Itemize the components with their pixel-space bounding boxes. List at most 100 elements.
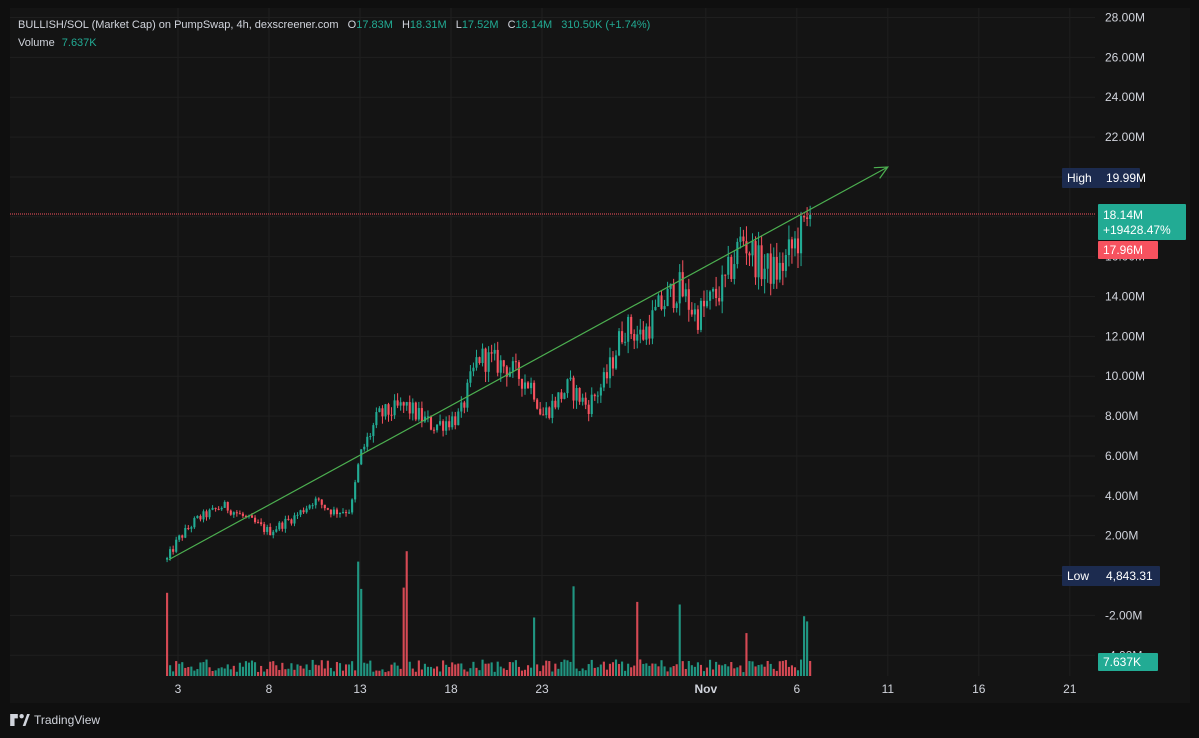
close-value: 18.14M — [515, 19, 553, 31]
candle-body — [587, 404, 590, 415]
candle-body — [451, 416, 454, 428]
low-badge: Low 4,843.31 — [1062, 566, 1160, 586]
volume-bar — [244, 661, 248, 676]
volume-bar — [354, 670, 357, 676]
tradingview-branding[interactable]: TradingView — [10, 710, 100, 730]
candle-body — [272, 531, 275, 536]
time-axis[interactable]: 3 8 13 18 23 Nov 6 11 16 21 — [175, 682, 1077, 696]
volume-bar — [375, 670, 378, 676]
volume-bar — [426, 666, 430, 676]
volume-bar — [214, 670, 217, 676]
volume-bar — [733, 668, 736, 676]
volume-bar — [630, 667, 633, 676]
candle-body — [187, 527, 190, 529]
volume-bar — [481, 659, 484, 676]
candle-body — [190, 527, 193, 529]
candle-body — [423, 416, 426, 422]
candle-body — [545, 407, 548, 416]
volume-bar — [660, 660, 663, 676]
candle-body — [648, 326, 651, 339]
volume-bar — [281, 662, 284, 676]
volume-bar — [241, 666, 244, 676]
trend-line[interactable] — [168, 166, 889, 561]
volume-bar — [772, 668, 775, 676]
tradingview-logo-icon — [10, 714, 30, 726]
candle-body — [715, 288, 718, 299]
volume-bar — [445, 664, 448, 676]
volume-label[interactable]: Volume — [18, 37, 55, 49]
volume-bar — [326, 660, 329, 676]
volume-bar — [381, 669, 384, 676]
candle-body — [578, 388, 581, 402]
volume-bar — [408, 661, 411, 676]
volume-bar — [763, 666, 766, 676]
candle-body — [639, 329, 642, 335]
volume-bar — [463, 669, 466, 676]
volume-bar — [502, 668, 505, 676]
price-tick-label: 6.00M — [1105, 449, 1138, 463]
candle-body — [520, 378, 524, 389]
volume-badge-value: 7.637K — [1103, 655, 1141, 669]
volume-bar — [211, 671, 214, 676]
candle-body — [557, 392, 560, 408]
volume-bar — [739, 665, 742, 676]
candle-body — [220, 507, 223, 510]
candle-body — [381, 408, 384, 417]
volume-bar — [539, 671, 542, 676]
candle-body — [602, 372, 605, 388]
candle-body — [193, 518, 196, 528]
volume-bar — [593, 667, 596, 676]
chart-panel[interactable]: 28.00M26.00M24.00M22.00M16.00M14.00M12.0… — [10, 8, 1190, 703]
volume-bar — [299, 665, 302, 676]
symbol-title[interactable]: BULLISH/SOL (Market Cap) on PumpSwap, 4h… — [18, 19, 339, 31]
candle-body — [396, 400, 399, 406]
candle-body — [666, 288, 669, 307]
volume-bar — [484, 663, 487, 676]
volume-bar — [317, 665, 320, 676]
candle-body — [502, 360, 505, 367]
candle-body — [584, 397, 587, 405]
volume-bar — [563, 659, 566, 676]
candle-body — [730, 256, 733, 279]
candle-body — [278, 522, 281, 530]
volume-bar — [690, 665, 693, 676]
candle-body — [329, 509, 332, 515]
prev-price-value: 17.96M — [1103, 243, 1143, 257]
candle-body — [757, 245, 760, 278]
candle-body — [360, 449, 363, 465]
candle-body — [517, 362, 521, 379]
candle-body — [617, 331, 621, 356]
candle-body — [533, 382, 536, 400]
volume-bar — [202, 662, 205, 676]
volume-bar — [402, 587, 405, 676]
price-tick-label: 8.00M — [1105, 409, 1138, 423]
candlestick-chart[interactable]: 28.00M26.00M24.00M22.00M16.00M14.00M12.0… — [10, 8, 1190, 703]
candle-body — [223, 502, 226, 508]
candle-body — [208, 509, 211, 518]
volume-bar — [247, 662, 251, 676]
candle-body — [660, 295, 663, 310]
trend-arrow[interactable] — [168, 166, 890, 561]
volume-bar — [611, 662, 615, 676]
low-badge-label: Low — [1067, 569, 1089, 583]
candle-body — [460, 402, 463, 412]
candle-body — [799, 216, 803, 254]
volume-bar — [712, 669, 715, 676]
price-tick-label: 24.00M — [1105, 90, 1145, 104]
price-axis[interactable]: 28.00M26.00M24.00M22.00M16.00M14.00M12.0… — [1105, 11, 1145, 663]
volume-bar — [266, 669, 269, 676]
candle-body — [405, 402, 408, 406]
candle-body — [275, 529, 278, 532]
candle-body — [705, 300, 709, 307]
candle-body — [702, 300, 706, 307]
candle-body — [748, 253, 751, 256]
volume-bar — [590, 659, 593, 676]
candle-body — [235, 512, 238, 514]
candle-body — [454, 416, 457, 426]
volume-bar — [208, 667, 211, 676]
prev-price-badge: 17.96M — [1098, 241, 1158, 259]
volume-bar — [766, 660, 769, 676]
volume-bar — [393, 662, 396, 676]
candle-body — [621, 331, 624, 343]
candle-body — [526, 382, 530, 389]
